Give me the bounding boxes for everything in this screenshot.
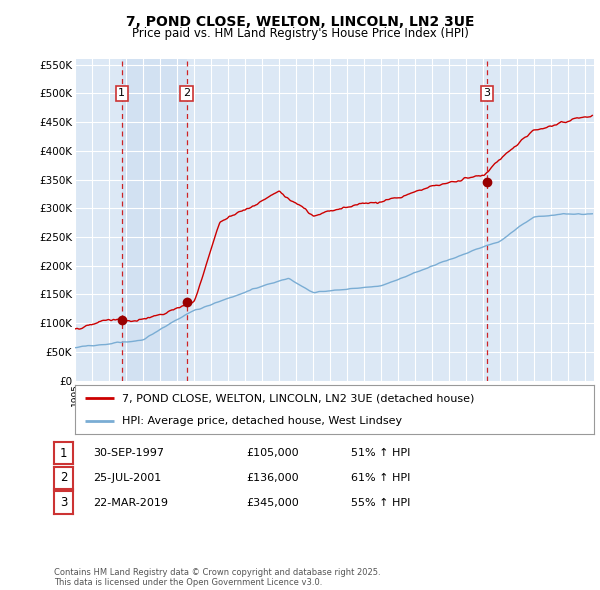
Text: 1: 1: [118, 88, 125, 99]
Text: 1: 1: [60, 447, 67, 460]
Text: £345,000: £345,000: [246, 498, 299, 507]
Text: 61% ↑ HPI: 61% ↑ HPI: [351, 473, 410, 483]
Text: 51% ↑ HPI: 51% ↑ HPI: [351, 448, 410, 458]
Bar: [122, 59, 187, 381]
Text: 7, POND CLOSE, WELTON, LINCOLN, LN2 3UE (detached house): 7, POND CLOSE, WELTON, LINCOLN, LN2 3UE …: [122, 394, 474, 404]
Text: 7, POND CLOSE, WELTON, LINCOLN, LN2 3UE: 7, POND CLOSE, WELTON, LINCOLN, LN2 3UE: [126, 15, 474, 30]
Text: 2: 2: [183, 88, 190, 99]
Text: HPI: Average price, detached house, West Lindsey: HPI: Average price, detached house, West…: [122, 415, 402, 425]
Text: £105,000: £105,000: [246, 448, 299, 458]
Text: 2: 2: [60, 471, 67, 484]
Text: 3: 3: [484, 88, 491, 99]
Text: Contains HM Land Registry data © Crown copyright and database right 2025.
This d: Contains HM Land Registry data © Crown c…: [54, 568, 380, 587]
Text: 30-SEP-1997: 30-SEP-1997: [93, 448, 164, 458]
Text: 55% ↑ HPI: 55% ↑ HPI: [351, 498, 410, 507]
Text: Price paid vs. HM Land Registry's House Price Index (HPI): Price paid vs. HM Land Registry's House …: [131, 27, 469, 40]
Text: £136,000: £136,000: [246, 473, 299, 483]
Text: 22-MAR-2019: 22-MAR-2019: [93, 498, 168, 507]
Text: 3: 3: [60, 496, 67, 509]
Text: 25-JUL-2001: 25-JUL-2001: [93, 473, 161, 483]
